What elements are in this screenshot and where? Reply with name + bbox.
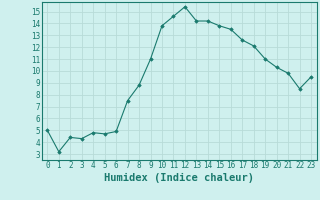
X-axis label: Humidex (Indice chaleur): Humidex (Indice chaleur) (104, 173, 254, 183)
